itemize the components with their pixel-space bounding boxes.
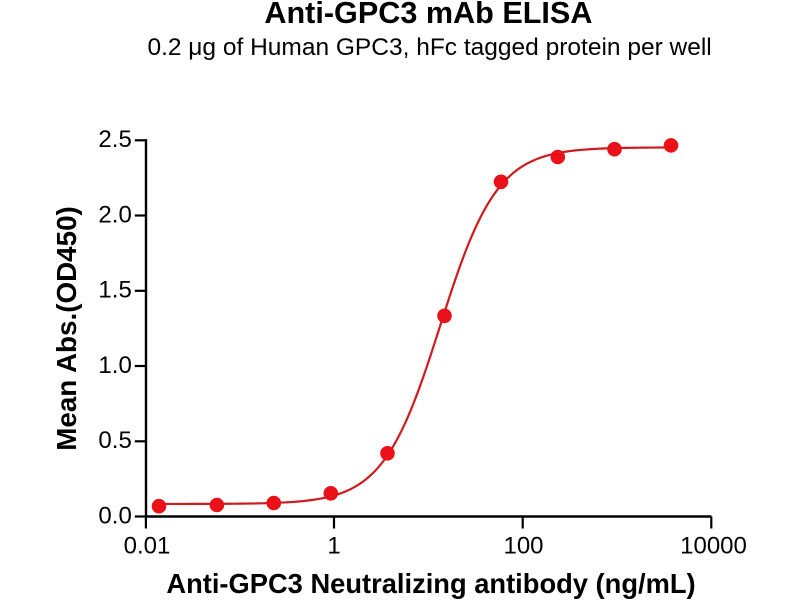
svg-text:0.2 μg of Human GPC3, hFc tagg: 0.2 μg of Human GPC3, hFc tagged protein… bbox=[147, 34, 711, 61]
svg-text:0.0: 0.0 bbox=[98, 502, 131, 529]
svg-text:1.5: 1.5 bbox=[98, 277, 131, 304]
svg-text:1: 1 bbox=[327, 533, 340, 560]
svg-text:2.0: 2.0 bbox=[98, 201, 131, 228]
svg-text:2.5: 2.5 bbox=[98, 126, 131, 153]
svg-text:0.5: 0.5 bbox=[98, 427, 131, 454]
svg-text:0.01: 0.01 bbox=[124, 533, 171, 560]
svg-text:1.0: 1.0 bbox=[98, 352, 131, 379]
svg-text:Anti-GPC3 Neutralizing antibod: Anti-GPC3 Neutralizing antibody (ng/mL) bbox=[166, 568, 695, 599]
svg-text:10000: 10000 bbox=[680, 533, 747, 560]
svg-text:Anti-GPC3 mAb ELISA: Anti-GPC3 mAb ELISA bbox=[264, 0, 592, 30]
svg-text:100: 100 bbox=[503, 533, 543, 560]
svg-text:Mean Abs.(OD450): Mean Abs.(OD450) bbox=[51, 206, 82, 451]
